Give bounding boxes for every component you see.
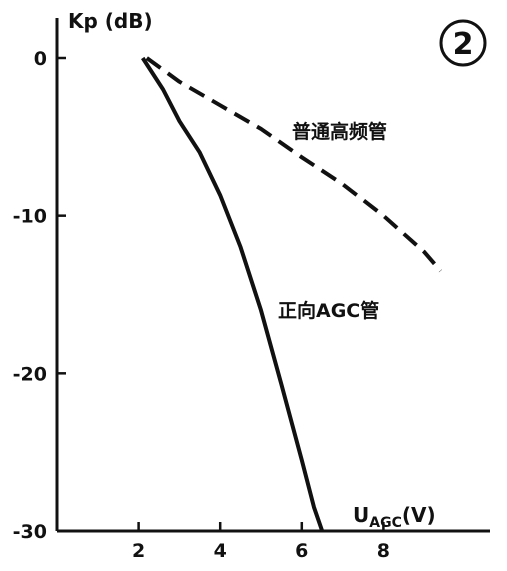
panel-marker: 2 <box>453 27 474 62</box>
axes <box>55 18 490 533</box>
y-tick-label: -10 <box>13 206 47 228</box>
x-tick-label: 8 <box>377 540 390 562</box>
y-tick-label: -30 <box>13 521 47 543</box>
x-axis-label: UAGC(V) <box>353 503 436 531</box>
y-tick-label: 0 <box>34 48 47 70</box>
panel-marker-circle <box>439 19 487 67</box>
y-tick-label: -20 <box>13 363 47 385</box>
series-line-normal-hf-tube <box>145 56 443 273</box>
x-axis-label-unit: (V) <box>402 503 436 527</box>
series-line-forward-agc-tube <box>141 56 325 532</box>
ticks: 0 -10 -20 -30 2 4 6 8 <box>13 48 390 562</box>
series-label-forward-agc-tube: 正向AGC管 <box>278 299 379 322</box>
x-tick-label: 2 <box>132 540 145 562</box>
series-label-normal-hf-tube: 普通高频管 <box>292 120 387 143</box>
x-tick-label: 6 <box>295 540 308 562</box>
x-axis-label-main: U <box>353 503 369 527</box>
series-group <box>141 56 443 532</box>
y-axis-label: Kp (dB) <box>68 9 153 33</box>
x-axis-label-sub: AGC <box>369 515 402 531</box>
x-tick-label: 4 <box>214 540 227 562</box>
